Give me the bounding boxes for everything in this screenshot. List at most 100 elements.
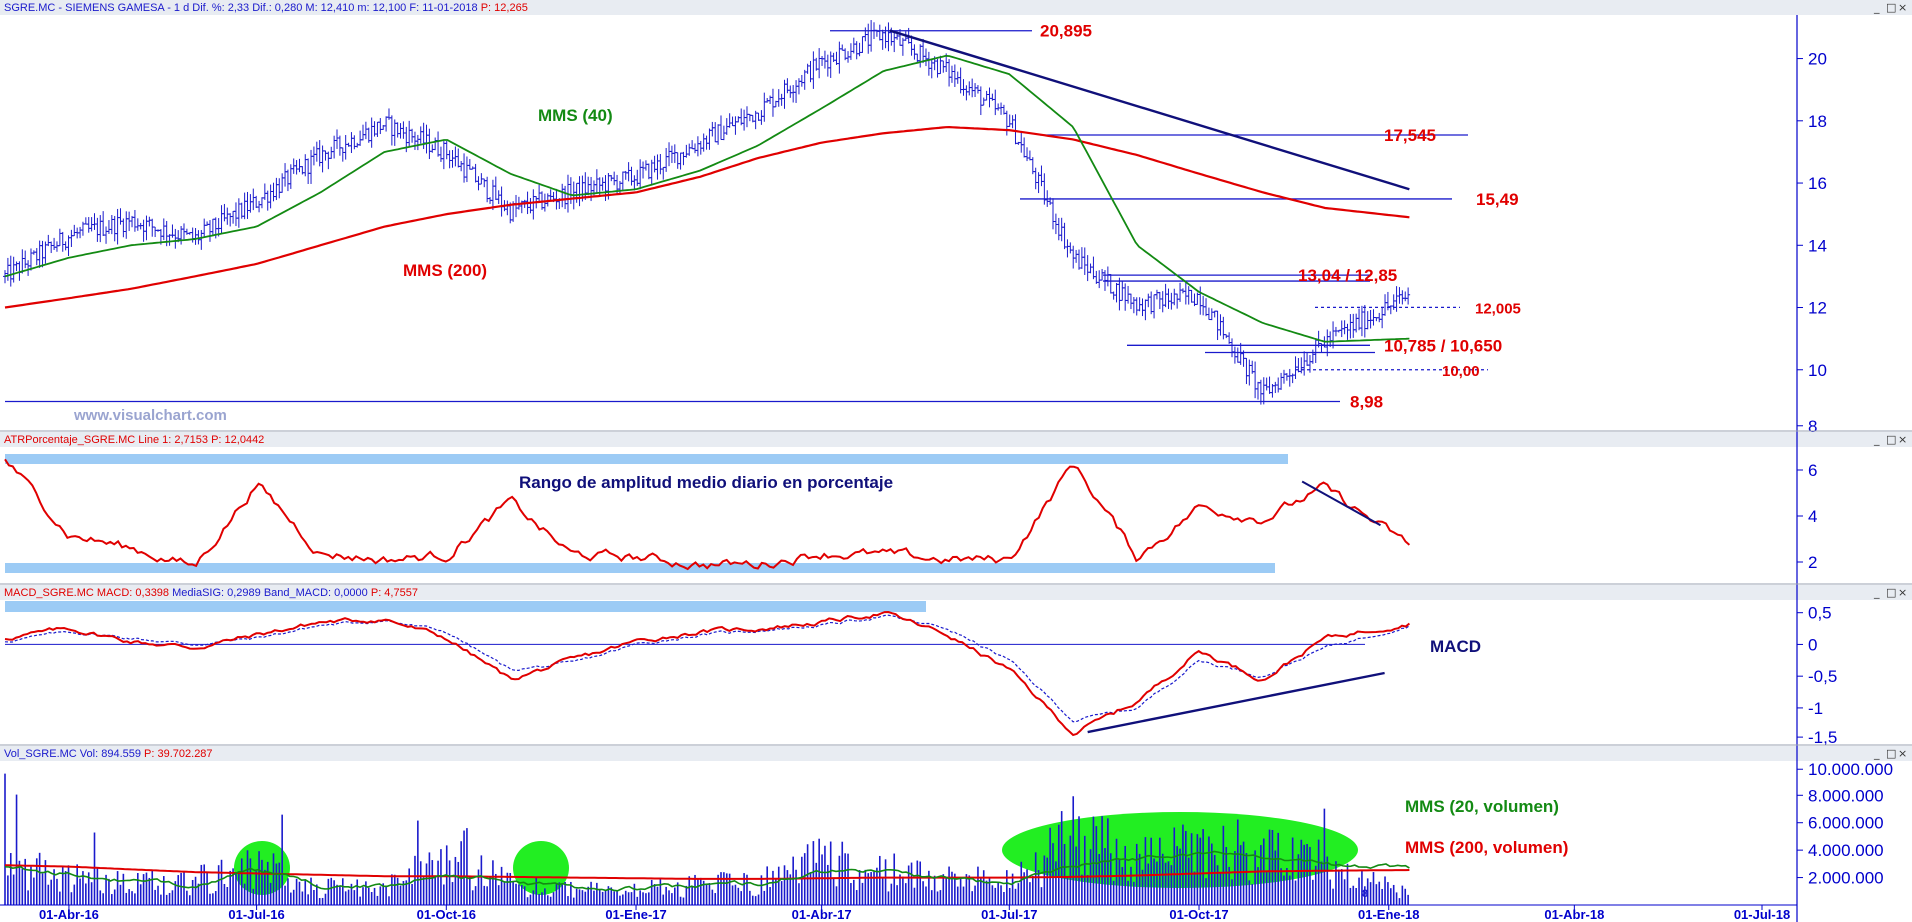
y-tick-label: 8.000.000 — [1808, 786, 1884, 805]
minimize-icon[interactable]: _ — [1873, 747, 1880, 760]
maximize-icon[interactable]: □ — [1886, 586, 1896, 599]
vol200-line — [4, 864, 1410, 880]
volume-header-text: Vol_SGRE.MC Vol: 894.559 P: 39.702.287 — [4, 748, 213, 760]
maximize-icon[interactable]: □ — [1886, 433, 1896, 446]
level-label-6: 10,00 — [1442, 363, 1480, 380]
window-buttons[interactable]: _ □ ×_ □ ×_ □ ×_ □ × — [1873, 1, 1907, 760]
price-panel: SGRE.MC - SIEMENS GAMESA - 1 d Dif. %: 2… — [0, 0, 1912, 436]
atr-header-bar — [0, 432, 1912, 447]
x-axis: 01-Abr-16 01-Jul-16 01-Oct-16 01-Ene-17 01-A… — [39, 905, 1790, 922]
x-tick-label: 01-Oct-17 — [1169, 907, 1228, 922]
sma200-label: MMS (200) — [403, 261, 487, 280]
x-tick-label: 01-Ene-18 — [1358, 907, 1419, 922]
header-field: SGRE.MC - SIEMENS GAMESA - 1 d — [4, 2, 189, 14]
macd-header-bar — [0, 585, 1912, 600]
y-tick-label: -1 — [1808, 699, 1823, 718]
header-field: Dif. %: 2,33 — [189, 2, 249, 14]
atr-band-top — [5, 454, 1288, 464]
atr-header-text: ATRPorcentaje_SGRE.MC Line 1: 2,7153 P: … — [4, 434, 264, 446]
sma200-line — [4, 125, 1410, 309]
atr-trendline — [1301, 480, 1381, 527]
y-tick-label: 8 — [1808, 417, 1817, 436]
volume-bars — [4, 773, 1409, 905]
maximize-icon[interactable]: □ — [1886, 1, 1896, 14]
macd-band — [5, 601, 926, 612]
atr-panel: ATRPorcentaje_SGRE.MC Line 1: 2,7153 P: … — [0, 432, 1912, 573]
volume-header-bar — [0, 746, 1912, 761]
y-tick-label: 12 — [1808, 299, 1827, 318]
price-header-text: SGRE.MC - SIEMENS GAMESA - 1 d Dif. %: 2… — [4, 2, 528, 14]
header-field: Dif.: 0,280 — [249, 2, 302, 14]
y-tick-label: 4.000.000 — [1808, 841, 1884, 860]
y-tick-label: 20 — [1808, 50, 1827, 69]
header-field: Line 1: 2,7153 — [135, 434, 208, 446]
x-tick-label: 01-Oct-16 — [417, 907, 476, 922]
header-field: MACD: 0,3398 — [94, 587, 169, 599]
sma40-line — [4, 54, 1410, 343]
minimize-icon[interactable]: _ — [1873, 1, 1880, 14]
macd-line — [4, 610, 1411, 737]
y-tick-label: 18 — [1808, 112, 1827, 131]
x-tick-label: 01-Jul-17 — [981, 907, 1037, 922]
price-header-bar — [0, 0, 1912, 15]
x-tick-label: 01-Jul-16 — [228, 907, 284, 922]
header-field: Vol_SGRE.MC — [4, 748, 77, 760]
atr-y-axis: 6 4 2 — [1797, 461, 1817, 572]
watermark: www.visualchart.com — [73, 407, 227, 424]
x-tick-label: 01-Abr-18 — [1544, 907, 1604, 922]
macd-header-text: MACD_SGRE.MC MACD: 0,3398 MediaSIG: 0,29… — [4, 587, 418, 599]
sma40-label: MMS (40) — [538, 106, 613, 125]
header-field: P: 12,265 — [478, 2, 528, 14]
vol20-line — [4, 850, 1410, 892]
atr-band-bottom — [5, 563, 1275, 573]
y-tick-label: 4 — [1808, 507, 1817, 526]
volume-highlight-2 — [513, 841, 569, 895]
y-tick-label: 6 — [1808, 461, 1817, 480]
macd-title: MACD — [1430, 637, 1481, 656]
y-tick-label: 10 — [1808, 361, 1827, 380]
macd-panel: MACD_SGRE.MC MACD: 0,3398 MediaSIG: 0,29… — [0, 585, 1912, 747]
header-field: Band_MACD: 0,0000 — [261, 587, 368, 599]
vol20-label: MMS (20, volumen) — [1405, 797, 1559, 816]
macd-y-axis: 0,5 0 -0,5 -1 -1,5 — [1797, 604, 1837, 747]
level-label-1: 17,545 — [1384, 126, 1436, 145]
close-icon[interactable]: × — [1898, 586, 1907, 599]
header-field: Vol: 894.559 — [77, 748, 141, 760]
x-tick-label: 01-Ene-17 — [605, 907, 666, 922]
atr-title: Rango de amplitud medio diario en porcen… — [519, 473, 893, 492]
header-field: ATRPorcentaje_SGRE.MC — [4, 434, 135, 446]
y-tick-label: -0,5 — [1808, 667, 1837, 686]
price-trendline — [889, 29, 1410, 191]
level-label-3: 13,04 / 12,85 — [1298, 266, 1397, 285]
x-tick-label: 01-Abr-16 — [39, 907, 99, 922]
minimize-icon[interactable]: _ — [1873, 433, 1880, 446]
y-tick-label: 0 — [1808, 635, 1817, 654]
header-field: m: 12,100 — [354, 2, 406, 14]
minimize-icon[interactable]: _ — [1873, 586, 1880, 599]
header-field: MACD_SGRE.MC — [4, 587, 94, 599]
atr-line — [4, 458, 1411, 571]
y-tick-label: 2.000.000 — [1808, 869, 1884, 888]
y-tick-label: 10.000.000 — [1808, 760, 1893, 779]
close-icon[interactable]: × — [1898, 1, 1907, 14]
price-y-axis: 20 18 16 14 12 10 8 — [1797, 50, 1827, 436]
macd-trendline — [1087, 671, 1385, 734]
price-level-labels: 20,895 17,545 15,49 13,04 / 12,85 12,005 10,7… — [1040, 22, 1521, 412]
maximize-icon[interactable]: □ — [1886, 747, 1896, 760]
level-label-2: 15,49 — [1476, 190, 1519, 209]
close-icon[interactable]: × — [1898, 433, 1907, 446]
header-field: P: 39.702.287 — [141, 748, 213, 760]
y-tick-label: 16 — [1808, 174, 1827, 193]
level-label-7: 8,98 — [1350, 393, 1383, 412]
header-field: P: 4,7557 — [368, 587, 418, 599]
volume-last-label: 8 — [1362, 888, 1368, 900]
close-icon[interactable]: × — [1898, 747, 1907, 760]
y-tick-label: 2 — [1808, 553, 1817, 572]
vol200-label: MMS (200, volumen) — [1405, 838, 1568, 857]
price-levels — [5, 30, 1488, 403]
price-candles — [3, 20, 1411, 405]
volume-y-axis: 10.000.000 8.000.000 6.000.000 4.000.000 2.0… — [1797, 760, 1893, 888]
panel-frames — [0, 15, 1912, 922]
macd-signal-line — [4, 614, 1410, 723]
